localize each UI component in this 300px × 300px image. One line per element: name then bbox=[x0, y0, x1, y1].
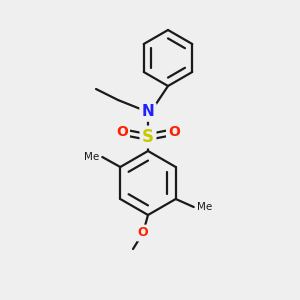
Text: O: O bbox=[168, 125, 180, 139]
Text: Me: Me bbox=[197, 202, 212, 212]
Text: O: O bbox=[138, 226, 148, 239]
Text: N: N bbox=[142, 104, 154, 119]
Text: S: S bbox=[142, 128, 154, 146]
Text: Me: Me bbox=[84, 152, 99, 162]
Text: O: O bbox=[116, 125, 128, 139]
